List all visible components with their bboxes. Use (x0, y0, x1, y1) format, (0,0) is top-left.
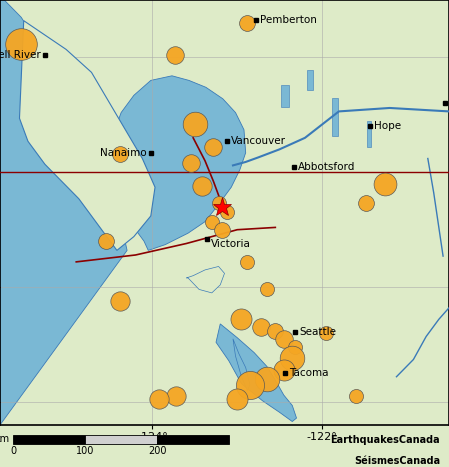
Text: Seattle: Seattle (299, 327, 336, 337)
Bar (157, 435, 229, 444)
Point (172, 393, 180, 400)
Point (156, 395, 163, 402)
Point (233, 395, 241, 402)
Polygon shape (367, 120, 371, 147)
Text: Tacoma: Tacoma (289, 368, 328, 378)
Point (257, 324, 264, 331)
Point (172, 51, 179, 59)
Point (244, 19, 251, 27)
Text: EarthquakesCanada: EarthquakesCanada (330, 435, 440, 446)
Polygon shape (281, 85, 289, 107)
Text: Victoria: Victoria (211, 239, 251, 249)
Text: Pemberton: Pemberton (260, 14, 317, 25)
Polygon shape (233, 339, 250, 390)
Polygon shape (332, 98, 338, 135)
Point (280, 335, 287, 343)
Point (272, 327, 279, 334)
Point (289, 354, 296, 362)
Text: 100: 100 (76, 446, 94, 456)
Text: Vancouver: Vancouver (231, 136, 286, 146)
Point (117, 150, 124, 158)
Point (224, 209, 231, 216)
Polygon shape (307, 70, 313, 90)
Point (352, 393, 359, 400)
Point (322, 329, 330, 337)
Point (215, 199, 222, 207)
Point (247, 381, 254, 389)
Point (263, 375, 270, 383)
Bar (13, 435, 85, 444)
Point (244, 258, 251, 266)
Text: 0: 0 (10, 446, 17, 456)
Point (362, 199, 370, 207)
Point (280, 366, 287, 374)
Text: Campbell River: Campbell River (0, 50, 41, 60)
Point (263, 286, 270, 293)
Polygon shape (186, 267, 224, 293)
Point (208, 218, 216, 226)
Point (238, 316, 245, 323)
Text: Hope: Hope (374, 121, 401, 131)
Point (187, 159, 194, 167)
Polygon shape (19, 21, 155, 250)
Text: SéismesCanada: SéismesCanada (354, 457, 440, 467)
Point (102, 237, 110, 245)
Text: 200: 200 (148, 446, 167, 456)
Polygon shape (107, 76, 246, 250)
Point (218, 226, 225, 234)
Text: Abbotsford: Abbotsford (298, 162, 356, 171)
Polygon shape (216, 324, 296, 422)
Text: Nanaimo: Nanaimo (100, 148, 146, 158)
Point (18, 40, 25, 47)
Point (291, 343, 299, 351)
Polygon shape (0, 0, 127, 425)
Point (210, 143, 217, 151)
Point (191, 120, 198, 128)
Point (198, 182, 205, 190)
Point (382, 180, 389, 188)
Point (117, 297, 124, 304)
Text: km: km (0, 434, 9, 444)
Bar (85, 435, 157, 444)
